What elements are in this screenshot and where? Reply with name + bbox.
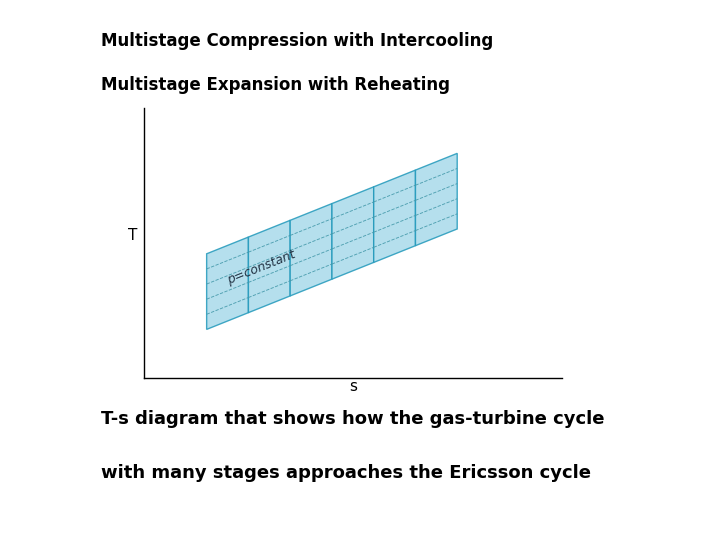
Polygon shape <box>290 204 332 296</box>
Text: p=constant: p=constant <box>225 248 297 287</box>
X-axis label: s: s <box>348 380 357 394</box>
Polygon shape <box>415 153 457 246</box>
Polygon shape <box>248 220 290 313</box>
Y-axis label: T: T <box>128 228 138 243</box>
Text: Multistage Expansion with Reheating: Multistage Expansion with Reheating <box>101 76 450 93</box>
Text: with many stages approaches the Ericsson cycle: with many stages approaches the Ericsson… <box>101 464 591 482</box>
Polygon shape <box>332 187 374 279</box>
Polygon shape <box>207 237 248 329</box>
Text: Multistage Compression with Intercooling: Multistage Compression with Intercooling <box>101 32 493 50</box>
Text: T-s diagram that shows how the gas-turbine cycle: T-s diagram that shows how the gas-turbi… <box>101 410 604 428</box>
Polygon shape <box>374 170 415 262</box>
